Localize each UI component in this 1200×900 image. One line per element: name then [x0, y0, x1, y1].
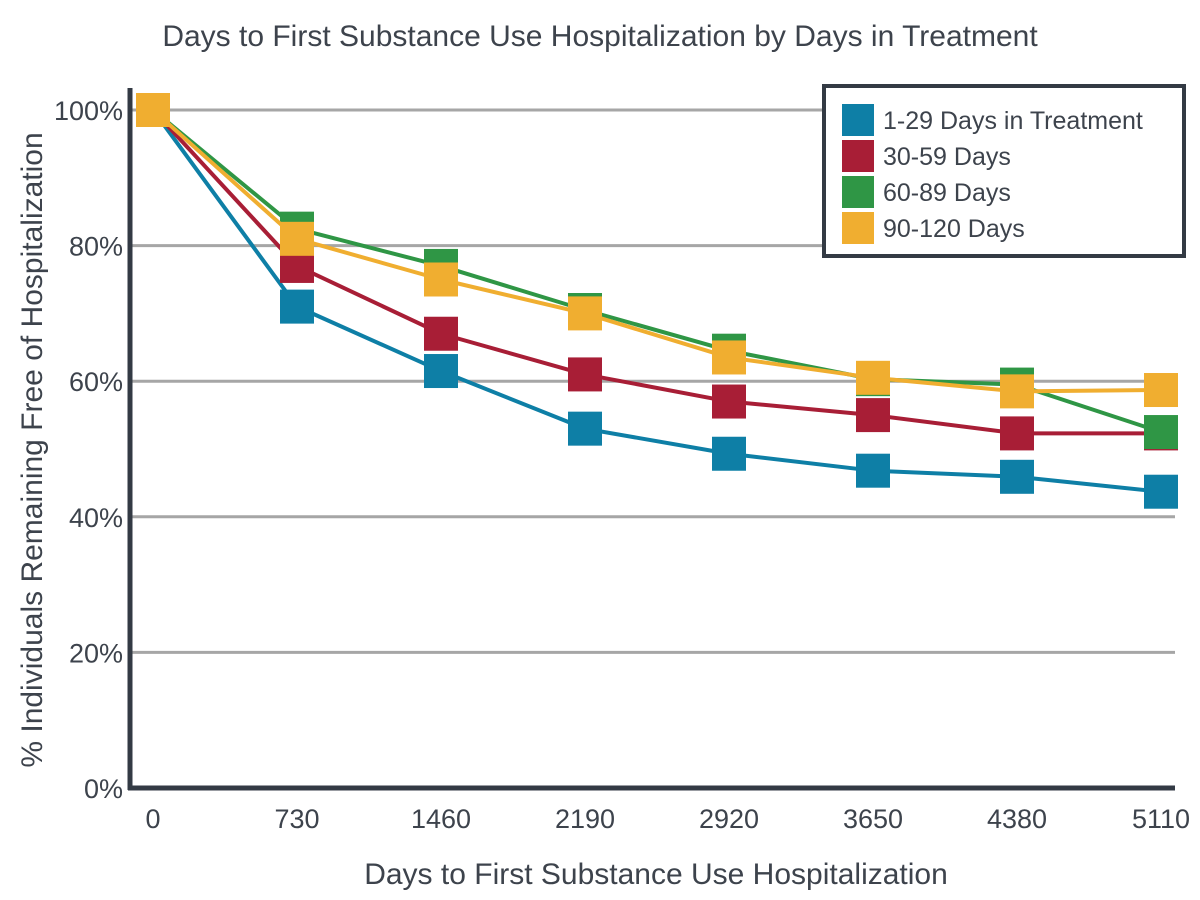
legend-label: 1-29 Days in Treatment — [883, 107, 1143, 135]
x-axis-label: Days to First Substance Use Hospitalizat… — [364, 858, 948, 891]
data-point-marker — [424, 262, 458, 297]
data-point-marker — [856, 398, 890, 433]
legend-box — [822, 84, 1186, 258]
x-tick-label: 5110 — [1132, 804, 1190, 834]
data-point-marker — [1144, 415, 1178, 450]
legend-swatch — [842, 176, 874, 208]
axes — [127, 88, 1175, 791]
y-axis-label: % Individuals Remaining Free of Hospital… — [16, 132, 49, 767]
chart-title: Days to First Substance Use Hospitalizat… — [162, 20, 1038, 53]
data-point-marker — [856, 360, 890, 395]
data-point-marker — [712, 340, 746, 375]
y-tick-label: 20% — [69, 638, 123, 668]
legend-swatch — [842, 104, 874, 136]
data-point-marker — [568, 411, 602, 446]
x-tick-label: 730 — [274, 804, 319, 834]
data-point-marker — [856, 453, 890, 488]
legend-swatch — [842, 140, 874, 172]
data-point-marker — [424, 316, 458, 351]
data-point-marker — [1144, 373, 1178, 408]
series-line — [151, 108, 1162, 394]
series-line — [151, 108, 1161, 436]
data-point-marker — [712, 436, 746, 471]
data-point-marker — [1000, 374, 1034, 409]
series-line — [151, 108, 1162, 494]
data-point-marker — [568, 296, 602, 331]
legend-swatch — [842, 212, 874, 244]
series-group — [136, 93, 1178, 509]
x-tick-label: 0 — [145, 804, 160, 834]
y-tick-label: 0% — [84, 774, 123, 804]
x-tick-label: 3650 — [843, 804, 903, 834]
y-tick-label: 100% — [54, 96, 123, 126]
legend: 1-29 Days in Treatment 30-59 Days 60-89 Da… — [822, 84, 1186, 258]
data-point-marker — [1000, 459, 1034, 494]
series-4 — [136, 93, 1178, 409]
data-point-marker — [712, 384, 746, 419]
tick-labels: 0% 20% 40% 60% 80% 100% 0 730 1460 2190 2920 3650 43… — [54, 96, 1190, 834]
data-point-marker — [136, 93, 170, 127]
y-tick-label: 60% — [69, 367, 123, 397]
y-tick-label: 40% — [69, 503, 123, 533]
data-point-marker — [280, 289, 314, 324]
data-point-marker — [568, 357, 602, 392]
x-tick-label: 2920 — [699, 804, 759, 834]
data-point-marker — [424, 354, 458, 389]
legend-label: 90-120 Days — [883, 215, 1025, 243]
data-point-marker — [280, 221, 314, 256]
data-point-marker — [1000, 416, 1034, 451]
legend-label: 60-89 Days — [883, 179, 1011, 207]
x-tick-label: 4380 — [987, 804, 1047, 834]
data-point-marker — [1144, 474, 1178, 509]
series-line — [151, 108, 1162, 434]
x-tick-label: 1460 — [411, 804, 471, 834]
x-tick-label: 2190 — [555, 804, 615, 834]
legend-label: 30-59 Days — [883, 143, 1011, 171]
y-tick-label: 80% — [69, 232, 123, 262]
